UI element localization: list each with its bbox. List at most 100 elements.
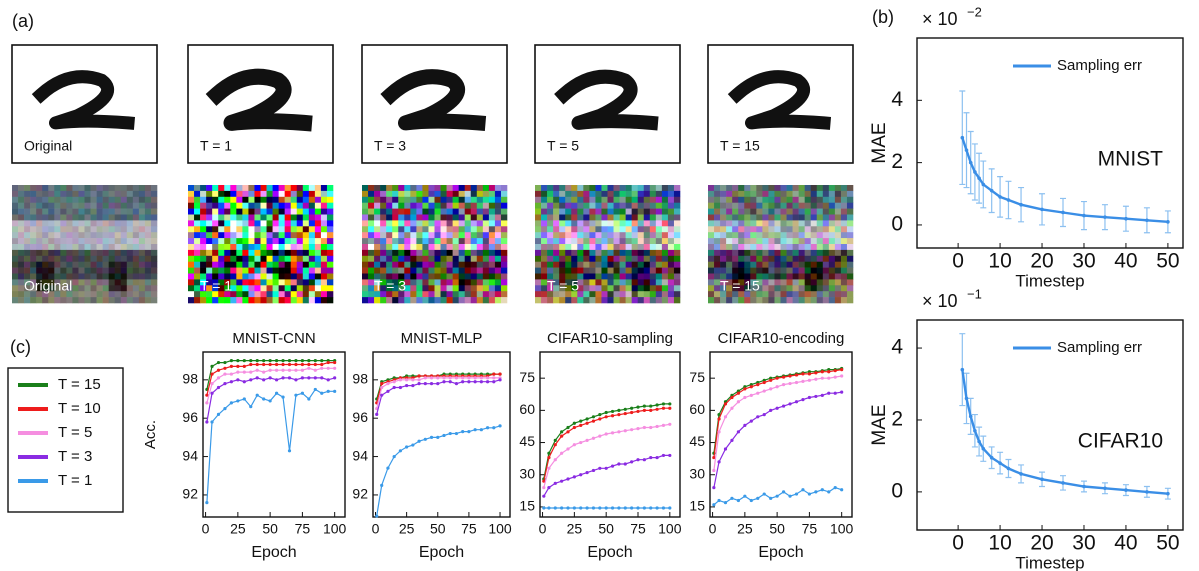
pixel — [139, 203, 145, 209]
pixel — [595, 209, 601, 215]
pixel — [416, 238, 422, 244]
pixel — [212, 244, 218, 250]
pixel — [224, 262, 230, 268]
pixel — [781, 262, 787, 268]
y-tick-label: 98 — [182, 371, 198, 387]
x-tick-label: 40 — [1114, 250, 1137, 273]
pixel — [200, 250, 206, 256]
pixel — [501, 220, 507, 226]
pixel — [54, 256, 60, 262]
pixel — [97, 232, 103, 238]
pixel — [756, 215, 762, 221]
pixel — [483, 297, 489, 303]
pixel — [362, 274, 368, 280]
pixel — [212, 232, 218, 238]
pixel — [441, 191, 447, 197]
pixel — [60, 268, 66, 274]
pixel — [85, 256, 91, 262]
pixel — [817, 226, 823, 232]
pixel — [787, 250, 793, 256]
pixel — [535, 262, 541, 268]
pixel — [668, 274, 674, 280]
pixel — [495, 215, 501, 221]
pixel — [212, 203, 218, 209]
pixel — [720, 197, 726, 203]
pixel — [273, 215, 279, 221]
image-label: T = 3 — [374, 138, 406, 154]
data-point — [281, 363, 284, 366]
pixel — [416, 197, 422, 203]
pixel — [410, 226, 416, 232]
pixel — [109, 238, 115, 244]
data-point — [1166, 492, 1170, 496]
pixel — [489, 226, 495, 232]
pixel — [254, 238, 260, 244]
pixel — [416, 291, 422, 297]
pixel — [489, 244, 495, 250]
pixel — [638, 250, 644, 256]
pixel — [471, 220, 477, 226]
data-point — [617, 430, 620, 433]
pixel — [441, 274, 447, 280]
pixel — [248, 238, 254, 244]
y-tick-label: 2 — [891, 408, 903, 431]
data-point — [256, 363, 259, 366]
pixel — [309, 250, 315, 256]
pixel — [321, 274, 327, 280]
pixel — [54, 226, 60, 232]
pixel — [66, 256, 72, 262]
pixel — [194, 297, 200, 303]
pixel — [608, 291, 614, 297]
pixel — [285, 191, 291, 197]
pixel — [236, 203, 242, 209]
pixel — [218, 215, 224, 221]
pixel — [847, 262, 853, 268]
pixel — [620, 209, 626, 215]
pixel — [656, 291, 662, 297]
pixel — [416, 244, 422, 250]
pixel — [459, 203, 465, 209]
data-point — [643, 506, 646, 509]
pixel — [674, 191, 680, 197]
data-point — [579, 419, 582, 422]
pixel — [115, 203, 121, 209]
pixel — [847, 256, 853, 262]
data-point — [840, 391, 843, 394]
pixel — [392, 250, 398, 256]
pixel — [380, 220, 386, 226]
pixel — [78, 279, 84, 285]
pixel — [577, 262, 583, 268]
pixel — [577, 226, 583, 232]
pixel — [787, 191, 793, 197]
pixel — [206, 262, 212, 268]
y-tick-label: 15 — [519, 498, 535, 514]
pixel — [133, 291, 139, 297]
pixel — [380, 191, 386, 197]
pixel — [644, 220, 650, 226]
pixel — [595, 279, 601, 285]
data-point — [262, 359, 265, 362]
pixel — [489, 203, 495, 209]
pixel — [85, 197, 91, 203]
pixel — [774, 297, 780, 303]
pixel — [30, 297, 36, 303]
pixel — [224, 268, 230, 274]
axis-scale: × 10 — [922, 9, 958, 29]
pixel — [30, 191, 36, 197]
pixel — [85, 244, 91, 250]
pixel — [650, 232, 656, 238]
pixel — [42, 191, 48, 197]
pixel — [608, 226, 614, 232]
pixel — [200, 185, 206, 191]
pixel — [218, 244, 224, 250]
pixel — [321, 256, 327, 262]
pixel — [127, 226, 133, 232]
pixel — [267, 256, 273, 262]
pixel — [829, 209, 835, 215]
pixel — [380, 250, 386, 256]
data-point — [840, 374, 843, 377]
pixel — [708, 297, 714, 303]
pixel — [620, 220, 626, 226]
data-point — [737, 392, 740, 395]
pixel — [327, 250, 333, 256]
